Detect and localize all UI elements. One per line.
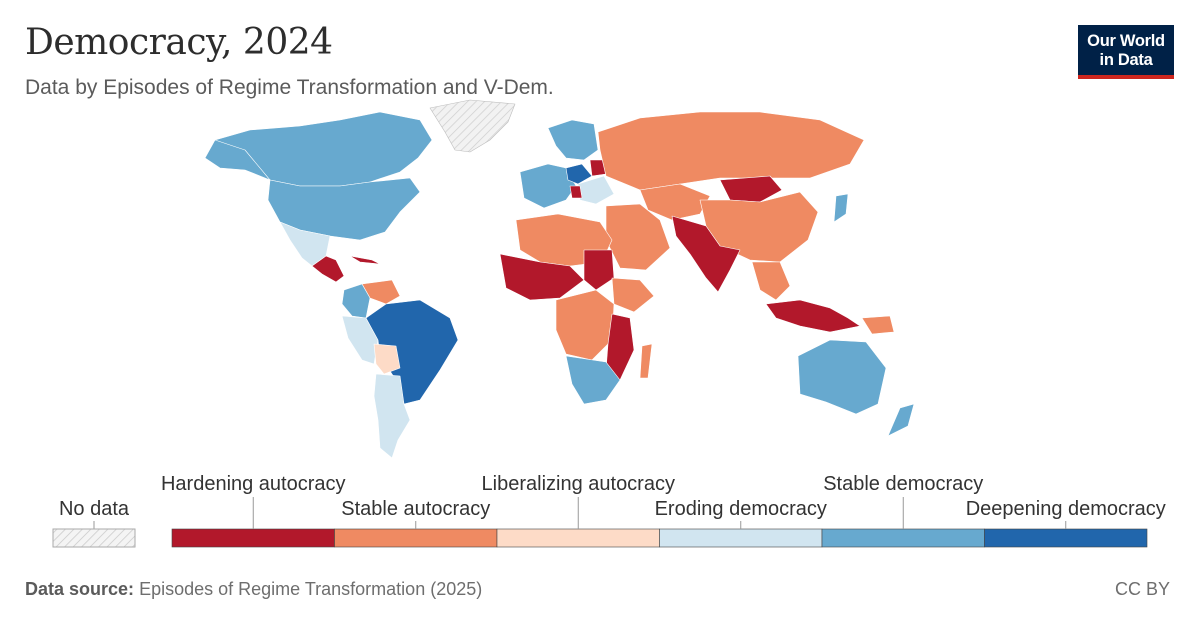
- legend-label-0: Hardening autocracy: [161, 473, 346, 495]
- logo-line-1: Our World: [1087, 32, 1165, 50]
- region-poland[interactable]: [565, 163, 593, 185]
- region-alaska[interactable]: [204, 139, 271, 181]
- legend-label-3: Eroding democracy: [655, 498, 827, 520]
- source-label: Data source:: [25, 579, 135, 599]
- legend-swatch-5[interactable]: [984, 528, 1148, 548]
- license-link[interactable]: CC BY: [1114, 579, 1170, 599]
- region-new-zealand[interactable]: [887, 403, 915, 437]
- legend-swatch-no-data: [52, 528, 136, 548]
- region-south-asia[interactable]: [671, 215, 741, 293]
- region-sahel[interactable]: [499, 253, 585, 301]
- region-australia[interactable]: [797, 339, 887, 415]
- region-cuba[interactable]: [349, 255, 381, 265]
- region-japan[interactable]: [833, 193, 849, 223]
- logo-accent-bar: [1078, 75, 1174, 79]
- region-canada[interactable]: [214, 111, 433, 187]
- legend-swatch-0[interactable]: [171, 528, 335, 548]
- region-hungary-serbia[interactable]: [569, 185, 583, 199]
- region-southeast-asia[interactable]: [751, 261, 791, 301]
- region-papua[interactable]: [861, 315, 895, 335]
- legend-label-5: Deepening democracy: [966, 498, 1166, 520]
- region-horn[interactable]: [611, 277, 655, 313]
- owid-logo[interactable]: Our World in Data: [1078, 25, 1174, 79]
- region-russia[interactable]: [597, 111, 865, 191]
- legend-swatch-2[interactable]: [496, 528, 660, 548]
- region-scandinavia[interactable]: [547, 119, 599, 161]
- region-greenland[interactable]: [429, 99, 516, 153]
- legend-label-2: Liberalizing autocracy: [482, 473, 675, 495]
- legend: No data Hardening autocracy Stable autocr…: [52, 473, 1166, 548]
- region-mongolia[interactable]: [719, 175, 783, 203]
- region-sudan[interactable]: [583, 249, 615, 291]
- region-central-america[interactable]: [311, 255, 345, 283]
- world-map[interactable]: [0, 96, 1200, 462]
- region-madagascar[interactable]: [639, 343, 653, 379]
- region-bolivia[interactable]: [373, 343, 401, 375]
- region-central-asia[interactable]: [639, 183, 711, 221]
- legend-swatch-4[interactable]: [821, 528, 985, 548]
- source-note: Data source: Episodes of Regime Transfor…: [25, 579, 482, 600]
- source-text: Episodes of Regime Transformation (2025): [139, 579, 483, 599]
- region-southern-africa[interactable]: [565, 355, 621, 405]
- legend-label-no-data: No data: [59, 498, 130, 520]
- legend-swatch-3[interactable]: [659, 528, 823, 548]
- logo-line-2: in Data: [1099, 51, 1153, 69]
- legend-swatch-1[interactable]: [334, 528, 498, 548]
- region-indonesia[interactable]: [765, 299, 861, 333]
- region-central-africa[interactable]: [555, 289, 615, 361]
- chart-subtitle: Data by Episodes of Regime Transformatio…: [25, 76, 554, 99]
- legend-label-4: Stable democracy: [823, 473, 983, 495]
- chart-title: Democracy, 2024: [25, 22, 333, 63]
- legend-label-1: Stable autocracy: [341, 498, 490, 520]
- region-argentina-chile[interactable]: [373, 373, 411, 459]
